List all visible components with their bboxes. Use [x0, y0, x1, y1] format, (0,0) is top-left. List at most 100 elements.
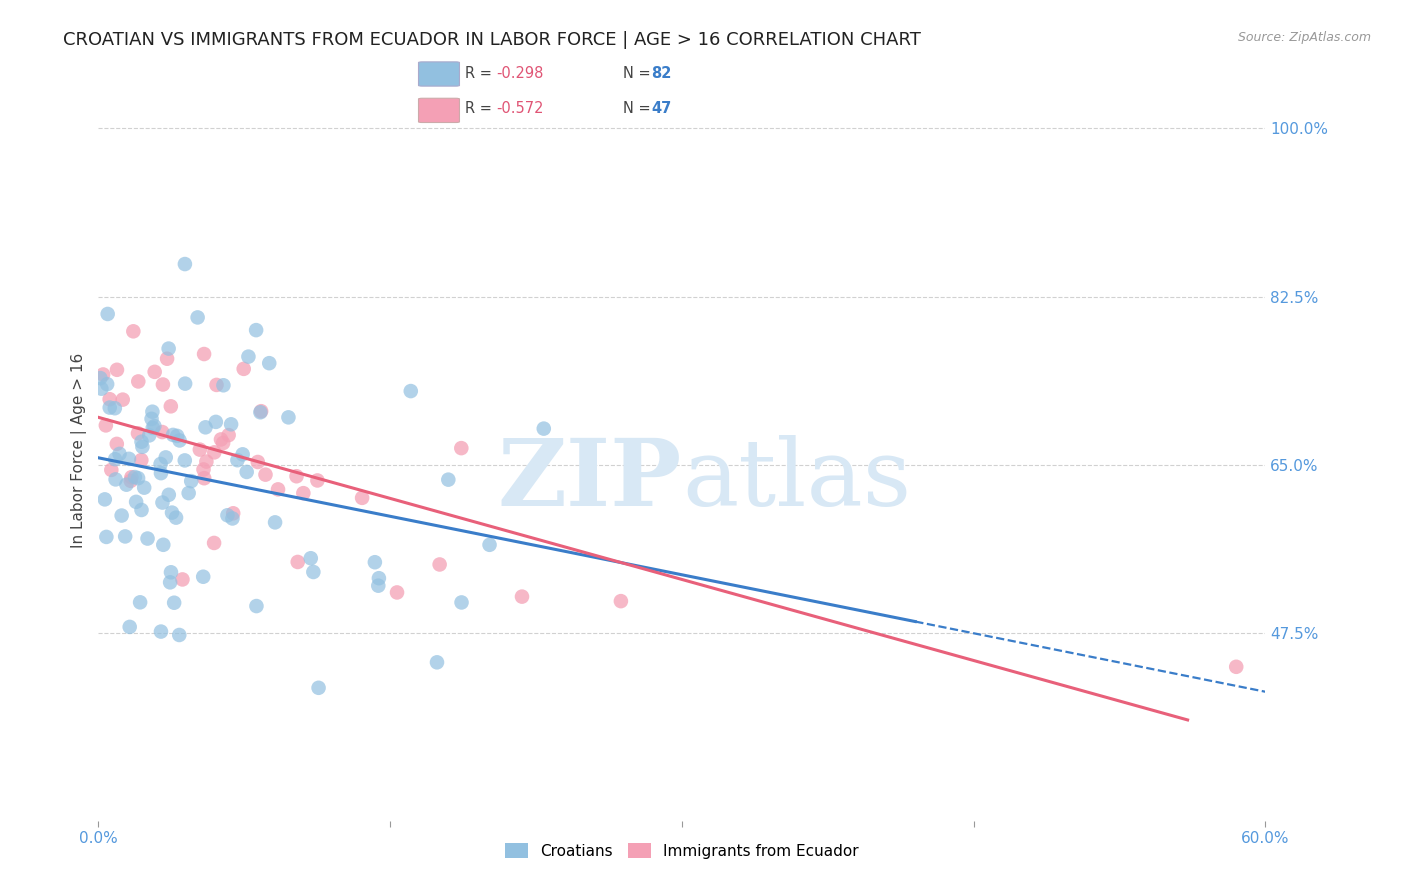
Point: [226, 453, 249, 467]
Point: [610, 594, 633, 608]
Point: [180, 474, 202, 488]
Point: [91, 368, 114, 382]
Point: [249, 405, 271, 419]
Text: R =: R =: [465, 101, 496, 116]
Point: [150, 425, 173, 439]
Point: [127, 426, 149, 441]
Point: [264, 516, 287, 530]
Point: [254, 467, 277, 482]
Point: [257, 356, 280, 370]
Point: [152, 538, 174, 552]
Point: [155, 450, 177, 465]
Point: [169, 628, 191, 642]
Point: [202, 445, 225, 459]
Point: [100, 463, 122, 477]
Point: [94, 492, 117, 507]
Point: [166, 429, 188, 443]
Point: [399, 384, 422, 398]
Point: [235, 465, 257, 479]
Point: [308, 681, 330, 695]
Point: [209, 433, 232, 447]
Point: [217, 508, 239, 523]
Point: [250, 404, 273, 418]
Point: [478, 538, 501, 552]
Point: [163, 596, 186, 610]
Point: [205, 378, 228, 392]
Point: [267, 483, 290, 497]
Point: [450, 595, 472, 609]
Text: 47: 47: [651, 101, 672, 116]
Point: [143, 419, 166, 434]
Point: [533, 422, 555, 436]
Point: [159, 575, 181, 590]
Text: atlas: atlas: [682, 435, 911, 525]
Text: N =: N =: [623, 101, 655, 116]
Point: [94, 418, 117, 433]
Point: [105, 363, 128, 377]
Point: [437, 473, 460, 487]
Point: [193, 347, 215, 361]
Point: [385, 585, 408, 599]
Point: [367, 579, 389, 593]
Point: [157, 342, 180, 356]
Point: [212, 436, 235, 450]
Text: -0.298: -0.298: [496, 67, 544, 81]
Point: [277, 410, 299, 425]
Point: [221, 511, 243, 525]
Point: [120, 474, 142, 488]
Point: [510, 590, 533, 604]
Text: CROATIAN VS IMMIGRANTS FROM ECUADOR IN LABOR FORCE | AGE > 16 CORRELATION CHART: CROATIAN VS IMMIGRANTS FROM ECUADOR IN L…: [63, 31, 921, 49]
Point: [111, 392, 134, 407]
Point: [195, 454, 218, 468]
Point: [159, 400, 181, 414]
Point: [90, 382, 112, 396]
Point: [174, 257, 197, 271]
Point: [307, 474, 329, 488]
Point: [98, 401, 121, 415]
Point: [89, 371, 111, 385]
Point: [426, 656, 449, 670]
Point: [134, 481, 156, 495]
Point: [120, 470, 142, 484]
Point: [218, 428, 240, 442]
Point: [245, 323, 267, 337]
Point: [165, 510, 187, 524]
Point: [127, 471, 149, 485]
FancyBboxPatch shape: [419, 98, 460, 122]
Point: [118, 451, 141, 466]
Point: [96, 377, 118, 392]
Point: [172, 573, 194, 587]
Point: [202, 536, 225, 550]
Point: [125, 495, 148, 509]
Point: [141, 412, 163, 426]
Point: [114, 529, 136, 543]
Point: [352, 491, 374, 505]
Point: [160, 506, 183, 520]
Point: [142, 421, 165, 435]
Point: [219, 417, 242, 432]
Point: [111, 508, 134, 523]
Legend: Croatians, Immigrants from Ecuador: Croatians, Immigrants from Ecuador: [499, 837, 865, 865]
Text: -0.572: -0.572: [496, 101, 544, 116]
Point: [194, 420, 217, 434]
Point: [105, 437, 128, 451]
Point: [97, 307, 120, 321]
Point: [187, 310, 209, 325]
Point: [177, 486, 200, 500]
Point: [299, 551, 322, 566]
Point: [149, 466, 172, 480]
Point: [193, 471, 215, 485]
Point: [1225, 660, 1247, 674]
Point: [188, 442, 211, 457]
Point: [131, 440, 153, 454]
Point: [222, 506, 245, 520]
Point: [450, 441, 472, 455]
Text: N =: N =: [623, 67, 655, 81]
Point: [122, 324, 145, 338]
Point: [152, 495, 174, 509]
Point: [245, 599, 267, 613]
Point: [131, 503, 153, 517]
Point: [124, 470, 146, 484]
Point: [149, 457, 172, 471]
Text: ZIP: ZIP: [498, 435, 682, 525]
